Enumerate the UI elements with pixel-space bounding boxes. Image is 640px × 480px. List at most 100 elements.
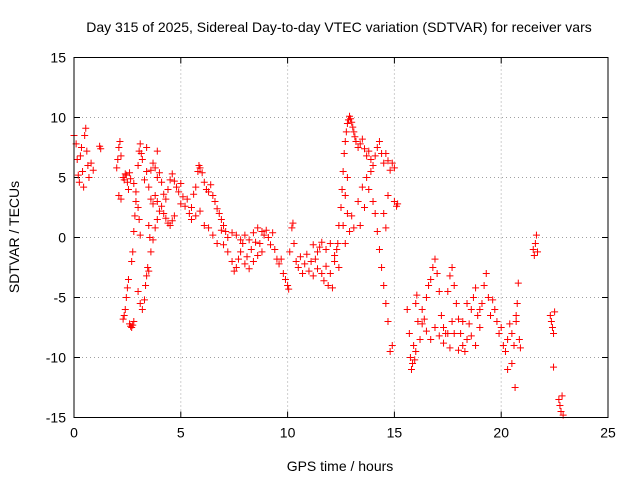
data-point — [546, 312, 554, 319]
data-point — [162, 214, 170, 222]
data-point — [358, 135, 366, 143]
data-point — [267, 241, 275, 249]
data-point — [427, 336, 435, 343]
data-point — [147, 195, 155, 203]
data-point — [437, 312, 445, 319]
data-point — [135, 216, 143, 223]
data-point — [474, 312, 482, 319]
data-point — [190, 190, 198, 198]
data-point — [115, 192, 123, 199]
data-point — [215, 210, 223, 217]
data-point — [124, 276, 132, 283]
data-point — [429, 264, 437, 271]
data-point — [185, 210, 193, 217]
data-point — [369, 198, 377, 205]
data-point — [245, 236, 253, 244]
data-point — [556, 402, 564, 409]
data-point — [146, 234, 154, 241]
data-point — [354, 144, 362, 151]
data-point — [350, 224, 358, 232]
data-point — [151, 224, 159, 232]
data-point — [467, 332, 475, 340]
data-point — [196, 164, 204, 172]
data-point — [211, 198, 219, 205]
data-point — [205, 224, 213, 232]
data-point — [81, 132, 89, 139]
data-point — [138, 306, 146, 313]
data-point — [237, 236, 245, 244]
data-point — [346, 228, 354, 235]
data-point — [326, 270, 334, 277]
data-point — [501, 348, 509, 355]
data-point — [284, 282, 292, 289]
data-point — [388, 159, 396, 167]
data-point — [181, 202, 189, 210]
data-point — [339, 222, 347, 229]
data-point — [234, 255, 242, 263]
data-point — [85, 174, 93, 181]
data-point — [271, 246, 279, 253]
y-tick-label: -10 — [46, 350, 66, 366]
data-point — [177, 200, 185, 208]
data-point — [504, 366, 512, 373]
data-point — [343, 174, 351, 181]
data-point — [241, 231, 249, 239]
data-point — [418, 306, 426, 313]
data-point — [516, 344, 524, 352]
data-point — [79, 168, 87, 175]
data-point — [249, 258, 257, 265]
data-point — [129, 321, 137, 329]
y-tick-label: -15 — [46, 410, 66, 426]
data-point — [166, 222, 174, 229]
data-point — [149, 159, 157, 167]
data-point — [331, 258, 339, 265]
data-point — [309, 241, 317, 249]
data-point — [228, 229, 236, 237]
data-point — [136, 300, 144, 307]
data-point — [228, 258, 236, 265]
data-point — [77, 144, 85, 151]
data-point — [348, 118, 356, 126]
data-point — [348, 212, 356, 220]
data-point — [143, 272, 151, 280]
data-point — [136, 231, 144, 239]
data-point — [513, 300, 521, 307]
data-point — [514, 279, 522, 287]
data-point — [311, 255, 319, 263]
data-point — [448, 318, 456, 325]
data-point — [433, 270, 441, 277]
data-point — [153, 147, 161, 155]
data-point — [143, 168, 151, 175]
data-point — [74, 171, 82, 179]
data-point — [120, 312, 128, 319]
data-point — [213, 240, 221, 247]
data-point — [454, 315, 462, 323]
data-point — [347, 115, 355, 123]
data-point — [480, 282, 488, 289]
data-point — [262, 226, 270, 234]
data-point — [73, 156, 81, 163]
data-point — [410, 342, 418, 349]
data-point — [341, 240, 349, 247]
data-point — [487, 312, 495, 319]
data-point — [239, 240, 247, 247]
data-point — [422, 294, 430, 301]
data-point — [356, 140, 364, 148]
data-point — [224, 234, 232, 241]
data-point — [335, 264, 343, 271]
data-point — [117, 195, 125, 203]
data-point — [511, 384, 519, 391]
data-point — [309, 272, 317, 280]
data-point — [149, 200, 157, 208]
data-point — [305, 267, 313, 275]
data-point — [138, 156, 146, 163]
data-point — [245, 265, 253, 273]
data-point — [224, 248, 232, 256]
data-point — [173, 183, 181, 191]
data-point — [440, 339, 448, 347]
data-point — [121, 306, 129, 313]
data-point — [75, 178, 83, 186]
data-point — [130, 318, 138, 325]
data-point — [82, 124, 90, 132]
data-point — [339, 168, 347, 175]
